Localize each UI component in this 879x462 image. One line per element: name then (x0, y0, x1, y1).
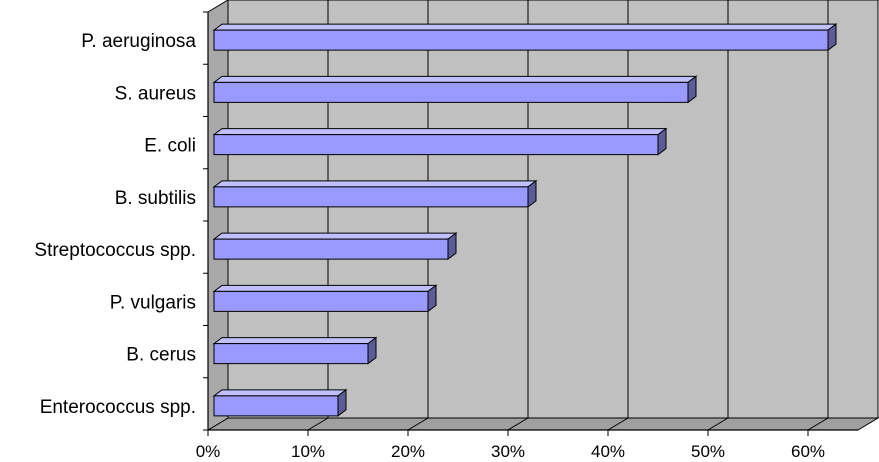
bar-front-face (213, 29, 829, 51)
gridline-floor (307, 417, 329, 431)
chart-side-wall (207, 0, 229, 431)
bar-front-face (213, 343, 369, 365)
gridline-floor (507, 417, 529, 431)
bar (212, 232, 458, 261)
bar-front-face (213, 81, 689, 103)
bar (212, 23, 838, 52)
category-label: Enterococcus spp. (40, 397, 196, 418)
category-label: P. vulgaris (110, 292, 196, 313)
gridline-floor (407, 417, 429, 431)
bar (212, 336, 378, 365)
bar-front-face (213, 186, 529, 208)
category-label: Streptococcus spp. (34, 240, 196, 261)
x-tick-label: 30% (491, 442, 525, 461)
category-label: B. subtilis (115, 188, 196, 209)
x-tick-label: 20% (391, 442, 425, 461)
bar (212, 284, 438, 313)
category-label: E. coli (144, 136, 196, 157)
x-tick-labels: 0% 10% 20% 30% 40% 50% 60% (196, 442, 825, 461)
bar-front-face (213, 238, 449, 260)
x-tick-label: 50% (691, 442, 725, 461)
category-label: P. aeruginosa (81, 31, 196, 52)
bar-top-face (212, 23, 838, 31)
bar-top-face (212, 232, 458, 240)
axes (203, 11, 858, 436)
bar-front-face (213, 134, 659, 156)
category-label: S. aureus (115, 83, 196, 104)
gridline-floor (607, 417, 629, 431)
bar-front-face (213, 395, 339, 417)
bar (212, 75, 698, 104)
bar (212, 179, 538, 208)
x-tick-label: 10% (291, 442, 325, 461)
bar-top-face (212, 337, 378, 345)
category-label: B. cerus (126, 345, 196, 366)
bar-top-face (212, 389, 348, 397)
bar-front-face (213, 290, 429, 312)
bar-top-face (212, 180, 538, 188)
bar (212, 127, 668, 156)
category-labels: P. aeruginosa S. aureus E. coli B. subtilis… (34, 31, 196, 418)
bar-top-face (212, 128, 668, 136)
bar-top-face (212, 75, 698, 83)
bars (212, 23, 838, 417)
bar-top-face (212, 284, 438, 292)
bar (212, 388, 348, 417)
chart-floor (206, 417, 879, 431)
x-tick-label: 0% (196, 442, 221, 461)
gridline-floor (807, 417, 829, 431)
gridline-floor (707, 417, 729, 431)
x-tick-label: 60% (791, 442, 825, 461)
x-tick-label: 40% (591, 442, 625, 461)
